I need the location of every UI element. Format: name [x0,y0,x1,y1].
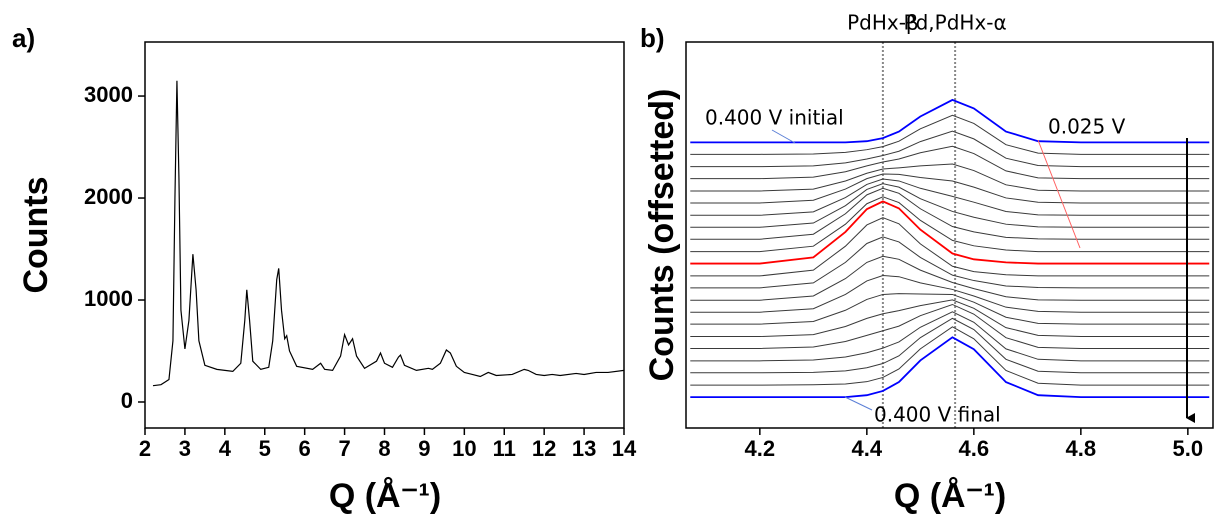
leader-line [844,396,873,411]
x-tick-label: 5.0 [1173,436,1204,461]
data-line [690,196,1210,253]
data-line [690,255,1210,301]
leader-line [771,129,796,144]
leader-line [1037,139,1081,249]
x-tick-label: 4.6 [959,436,990,461]
plot-frame [144,41,625,429]
x-tick-label: 14 [612,436,637,461]
data-line [690,236,1210,289]
x-tick-label: 7 [338,436,350,461]
data-line [690,275,1210,313]
x-tick-label: 3 [179,436,191,461]
data-line [690,303,1210,349]
x-tick-label: 9 [418,436,430,461]
x-tick-label: 4.4 [852,436,883,461]
x-axis-title: Q (Å⁻¹) [894,477,1006,515]
data-line [690,130,1210,168]
panel-label: b) [640,23,665,53]
series-annotations: 0.400 V initial 0.025 V 0.400 V final [705,106,1126,427]
data-line [690,173,1210,204]
y-axis-title: Counts (offsetted) [643,89,681,382]
reference-label: PdHx-β [847,11,919,35]
data-line [690,200,1210,265]
reference-label: Pd,PdHx-α [904,11,1007,35]
data-line [690,145,1210,180]
series-label: 0.400 V final [874,403,1001,427]
x-tick-label: 2 [139,436,151,461]
x-tick-label: 4.8 [1066,436,1097,461]
data-line [690,317,1210,374]
x-tick-label: 11 [493,436,516,461]
data-line [690,163,1210,192]
data-line [690,299,1210,338]
y-tick-label: 3000 [84,82,133,107]
data-line [690,187,1210,240]
plot-frame [685,41,1214,429]
series-label: 0.025 V [1048,115,1126,139]
data-line [152,80,625,387]
x-tick-label: 10 [452,436,476,461]
data-line [690,336,1210,399]
data-line [690,98,1210,144]
x-tick-label: 6 [299,436,311,461]
series-label: 0.400 V initial [705,106,844,130]
x-tick-label: 4 [219,436,232,461]
y-axis-title: Counts [17,176,55,293]
x-axis-title: Q (Å⁻¹) [329,477,441,515]
data-line [690,114,1210,155]
x-tick-label: 8 [378,436,390,461]
y-tick-label: 2000 [84,184,133,209]
data-line [690,326,1210,386]
y-tick-label: 0 [121,388,133,413]
x-tick-label: 4.2 [745,436,776,461]
x-tick-label: 5 [259,436,271,461]
data-line [690,311,1210,362]
x-tick-label: 13 [572,436,596,461]
data-line [690,183,1210,228]
x-tick-label: 12 [532,436,556,461]
data-line [690,178,1210,216]
data-line [690,217,1210,277]
data-line [690,293,1210,325]
panel-label: a) [12,23,35,53]
y-tick-label: 1000 [84,286,133,311]
